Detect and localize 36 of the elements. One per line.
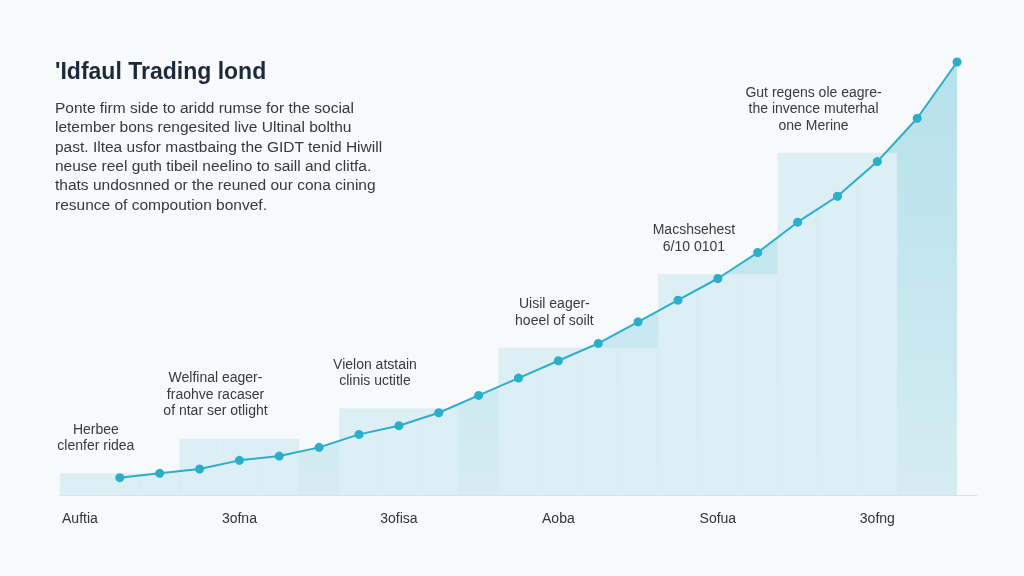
annotation: Uisil eager- hoeel of soilt [515, 295, 594, 328]
point [912, 113, 922, 123]
point [514, 373, 523, 383]
chart-title: 'Idfaul Trading lond [55, 57, 267, 84]
text: Ponte firm side to aridd rumse for the social letember bons rengesited live Ultinal bolthu past. Iltea usfor mastbaing the GIDT tenid Hiwill neuse reel guth tibeil neelino to saill and clitfa. thats undosnned or the reuned our cona cining resunce of compoution bonvef. [55, 99, 383, 213]
point [155, 468, 165, 478]
point [195, 464, 205, 474]
annotation: Vielon atstain clinis uctitle [333, 355, 417, 389]
x-tick-label: 3ofng [859, 510, 895, 526]
x-tick-label: Auftia [62, 510, 99, 526]
point [314, 442, 324, 452]
point [713, 274, 723, 283]
point [952, 57, 962, 67]
point [872, 157, 882, 167]
annotation: Macshsehest 6/10 0101 [652, 221, 736, 254]
point [633, 317, 643, 327]
point [673, 295, 683, 305]
point [394, 421, 404, 431]
x-tick-label: Sofua [699, 510, 737, 526]
point [753, 248, 763, 258]
annotation: Welfinal eager- fraohve racaser of ntar ser otlight [163, 369, 268, 419]
x-tick-label: 3ofna [221, 510, 258, 526]
annotation: Herbee clenfer ridea [57, 420, 135, 454]
point [553, 356, 563, 366]
point [832, 191, 842, 201]
point [434, 408, 444, 418]
x-tick-label: 3ofisa [380, 510, 418, 526]
point [115, 473, 125, 483]
point [474, 390, 484, 400]
annotation: Gut regens ole eagre- the invence muterhal one Merine [745, 83, 882, 133]
point [234, 455, 244, 465]
x-tick-label: Aoba [542, 510, 575, 526]
point [274, 451, 284, 461]
point [793, 217, 803, 227]
point [354, 429, 364, 439]
point [593, 338, 603, 348]
